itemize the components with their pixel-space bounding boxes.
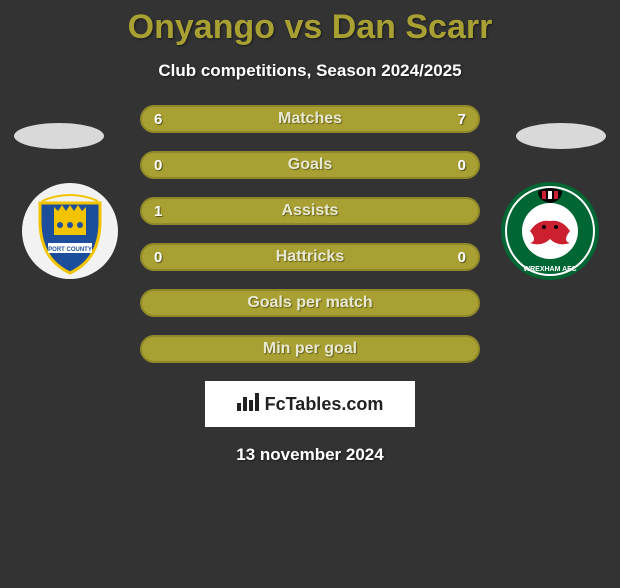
stat-row-matches: 6 Matches 7 xyxy=(140,105,480,133)
stat-right-value: 0 xyxy=(458,249,466,266)
stat-label: Goals xyxy=(288,156,332,174)
stat-left-value: 0 xyxy=(154,249,162,266)
stat-label: Assists xyxy=(282,202,339,220)
stat-row-hattricks: 0 Hattricks 0 xyxy=(140,243,480,271)
date-label: 13 november 2024 xyxy=(0,445,620,465)
player-photo-left xyxy=(14,123,104,149)
svg-text:WREXHAM AFC: WREXHAM AFC xyxy=(523,266,576,273)
stat-right-value: 7 xyxy=(458,111,466,128)
stat-left-value: 6 xyxy=(154,111,162,128)
stat-label: Matches xyxy=(278,110,342,128)
fctables-label: FcTables.com xyxy=(265,394,384,415)
club-crest-left: PORT COUNTY xyxy=(20,181,120,281)
page-title: Onyango vs Dan Scarr xyxy=(0,8,620,47)
stat-row-goals-per-match: Goals per match xyxy=(140,289,480,317)
svg-text:PORT COUNTY: PORT COUNTY xyxy=(48,247,92,253)
bars-icon xyxy=(237,393,259,416)
player-photo-right xyxy=(516,123,606,149)
page-subtitle: Club competitions, Season 2024/2025 xyxy=(0,61,620,81)
stat-row-goals: 0 Goals 0 xyxy=(140,151,480,179)
stat-row-min-per-goal: Min per goal xyxy=(140,335,480,363)
comparison-panel: PORT COUNTY WREXHAM AFC 6 Matches 7 0 Go… xyxy=(0,105,620,465)
stat-right-value: 0 xyxy=(458,157,466,174)
stat-label: Goals per match xyxy=(247,294,372,312)
stat-label: Hattricks xyxy=(276,248,344,266)
stat-rows: 6 Matches 7 0 Goals 0 1 Assists 0 Hattri… xyxy=(140,105,480,363)
stat-label: Min per goal xyxy=(263,340,357,358)
stat-left-value: 0 xyxy=(154,157,162,174)
fctables-watermark: FcTables.com xyxy=(205,381,415,427)
stat-left-value: 1 xyxy=(154,203,162,220)
club-crest-right: WREXHAM AFC xyxy=(500,181,600,281)
stat-row-assists: 1 Assists xyxy=(140,197,480,225)
